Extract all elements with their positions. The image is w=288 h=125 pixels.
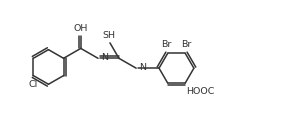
Text: Br: Br xyxy=(162,40,172,49)
Text: N: N xyxy=(139,63,146,72)
Text: Br: Br xyxy=(181,40,191,49)
Text: N: N xyxy=(101,53,108,62)
Text: HOOC: HOOC xyxy=(186,87,215,96)
Text: OH: OH xyxy=(74,24,88,33)
Text: SH: SH xyxy=(103,31,115,40)
Text: Cl: Cl xyxy=(29,80,38,88)
